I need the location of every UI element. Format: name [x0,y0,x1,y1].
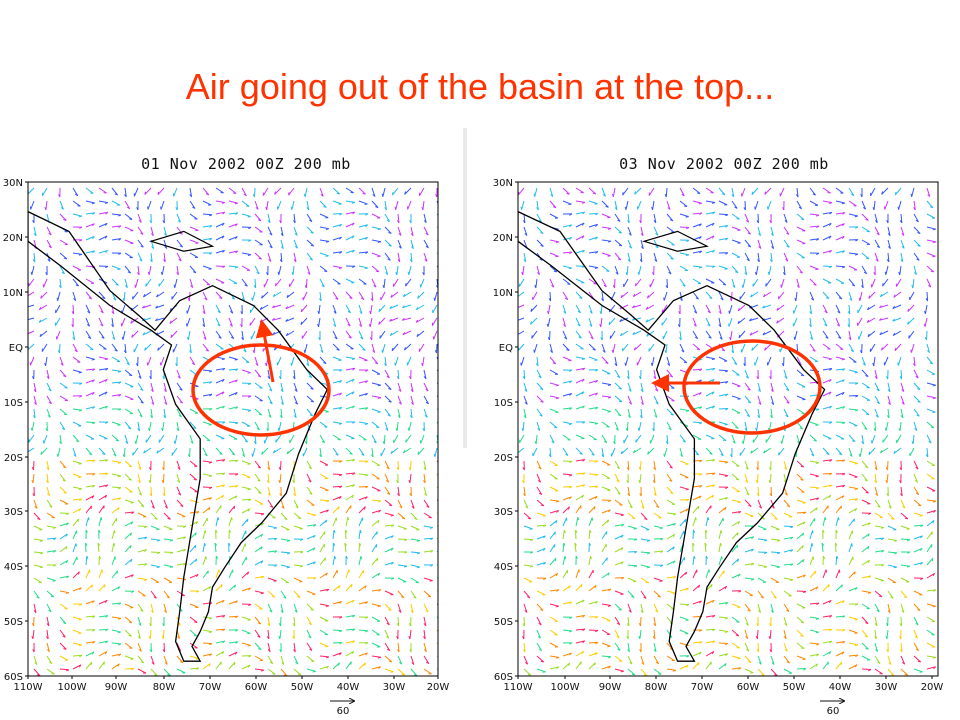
latitude-label: 20S [4,453,23,464]
latitude-label: 30S [4,507,23,518]
longitude-label: 40W [337,682,360,693]
longitude-label: 60W [737,682,760,693]
amazon-basin-highlight-ellipse [682,339,822,435]
latitude-label: EQ [499,343,513,354]
latitude-label: 10S [4,398,23,409]
latitude-label: EQ [9,343,23,354]
panel-1-title: 01 Nov 2002 00Z 200 mb [141,155,351,173]
latitude-label: 10N [3,288,23,299]
latitude-label: 20N [3,233,23,244]
latitude-label: 40S [494,562,513,573]
longitude-label: 30W [875,682,898,693]
latitude-label: 20S [494,453,513,464]
latitude-label: 40S [4,562,23,573]
latitude-label: 10N [493,288,513,299]
longitude-label: 100W [551,682,580,693]
longitude-label: 50W [291,682,314,693]
latitude-label: 60S [4,672,23,683]
longitude-label: 30W [383,682,406,693]
outflow-direction-arrow [255,319,275,383]
longitude-label: 110W [14,682,43,693]
longitude-label: 70W [199,682,222,693]
longitude-label: 90W [599,682,622,693]
latitude-label: 50S [4,617,23,628]
reference-vector-label: 60 [827,706,840,717]
latitude-label: 20N [493,233,513,244]
latitude-label: 10S [494,398,513,409]
longitude-label: 110W [504,682,533,693]
continent-outline [518,210,826,662]
reference-vector-label: 60 [337,706,350,717]
longitude-label: 90W [105,682,128,693]
panel-2-title: 03 Nov 2002 00Z 200 mb [619,155,829,173]
slide-title: Air going out of the basin at the top... [185,66,775,107]
latitude-label: 60S [494,672,513,683]
map-frame [517,181,939,677]
latitude-label: 30S [494,507,513,518]
latitude-label: 30N [493,178,513,189]
longitude-label: 80W [153,682,176,693]
panel-divider [463,128,467,448]
longitude-label: 20W [921,682,944,693]
amazon-basin-highlight-ellipse [191,343,331,437]
latitude-label: 30N [3,178,23,189]
longitude-label: 50W [783,682,806,693]
latitude-label: 50S [494,617,513,628]
longitude-label: 70W [691,682,714,693]
longitude-label: 80W [645,682,668,693]
map-frame [27,181,439,677]
longitude-label: 40W [829,682,852,693]
continent-outline [28,210,329,662]
longitude-label: 60W [245,682,268,693]
longitude-label: 100W [58,682,87,693]
longitude-label: 20W [427,682,450,693]
